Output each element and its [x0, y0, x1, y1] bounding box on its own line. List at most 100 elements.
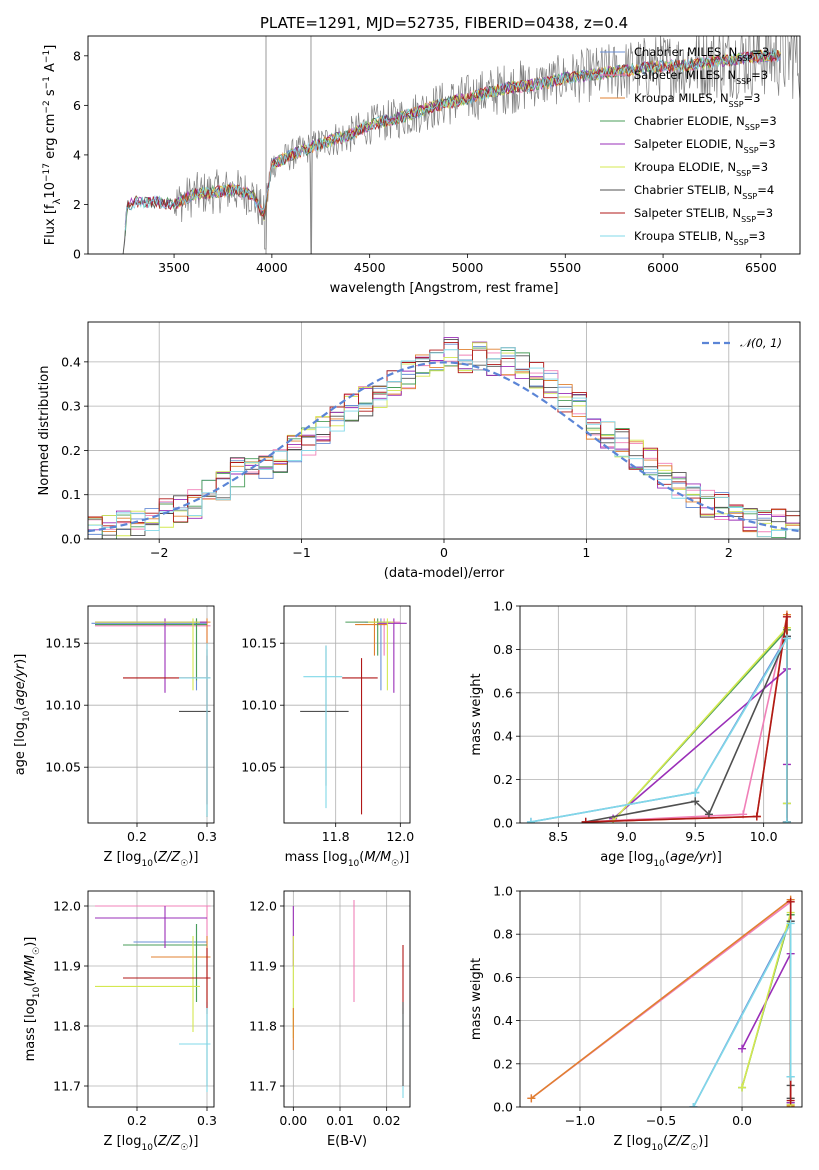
y-tick-label: 12.0	[53, 899, 81, 914]
kroupa_miles-marker	[527, 1094, 536, 1103]
mass_vs_Z-frame	[87, 890, 215, 1108]
y-tick-label: 2	[73, 197, 81, 212]
y-tick-label: 10.15	[45, 636, 81, 651]
x-tick-label: 4500	[354, 260, 386, 275]
y-label-part: Flux [f	[43, 204, 58, 245]
y-label-part: −17	[42, 163, 52, 182]
legend-tail: =3	[749, 229, 766, 243]
y-label-part: )]	[13, 654, 28, 664]
kroupa_elodie-marker	[738, 1083, 747, 1092]
y-label-part: (	[23, 982, 38, 987]
y-label-part: (	[13, 706, 28, 711]
chabrier_elodie-line	[741, 914, 792, 1103]
salpeter_stelib-legend-label: Salpeter STELIB, NSSP=3	[634, 206, 773, 224]
y-label-part: M/M	[23, 955, 38, 982]
salpeter_stelib-marker	[786, 897, 795, 906]
salpeter_elodie-line	[612, 667, 788, 820]
residual-legend: 𝒩(0, 1)	[702, 336, 782, 350]
legend-tail: =3	[760, 114, 777, 128]
y-tick-label: 11.8	[249, 1019, 277, 1034]
x-label-part: )]	[698, 1134, 708, 1149]
y-tick-label: 0.0	[493, 1100, 513, 1115]
y-tick-label: 0.4	[61, 354, 81, 369]
x-tick-label: −1	[292, 545, 310, 560]
y-tick-label: 0.8	[493, 927, 513, 942]
x-label-part: )]	[399, 850, 409, 865]
y-tick-label: 11.7	[249, 1079, 277, 1094]
mass_vs_ebv-x-label: E(B-V)	[327, 1134, 367, 1149]
x-label-part: Z/Z	[157, 850, 181, 865]
salpeter_stelib-marker	[782, 612, 791, 621]
kroupa_stelib-marker	[786, 1072, 795, 1081]
gaussian-legend-label: 𝒩(0, 1)	[740, 336, 782, 350]
mass_vs_ebv-points	[292, 900, 404, 1098]
legend-text: Kroupa STELIB, N	[634, 229, 734, 243]
x-tick-label: 9.5	[685, 829, 705, 844]
residual-histograms	[88, 337, 800, 539]
massweight_vs_Z-y-label: mass weight	[469, 958, 484, 1040]
legend-tail: =3	[752, 45, 769, 59]
x-tick-label: 1	[582, 545, 590, 560]
legend-text: Salpeter STELIB, N	[634, 206, 741, 220]
mass_vs_Z-x-label: Z [log10(Z/Z☉)]	[104, 1134, 199, 1153]
massweight_vs_age-x-label: age [log10(age/yr)]	[600, 850, 722, 869]
legend-subscript: SSP	[745, 123, 760, 132]
kroupa_elodie-legend-label: Kroupa ELODIE, NSSP=3	[634, 160, 768, 178]
kroupa_stelib-marker	[526, 817, 535, 823]
y-tick-label: 10.05	[241, 760, 277, 775]
y-label-part: 10	[22, 710, 32, 722]
legend-text: Salpeter ELODIE, N	[634, 137, 744, 151]
y-tick-label: 0.0	[493, 816, 513, 831]
salpeter_miles-line	[585, 616, 788, 823]
x-label-part: 10	[651, 1143, 663, 1153]
y-tick-label: 12.0	[249, 899, 277, 914]
mass_vs_Z-axes: 0.2 0.3 11.7 11.8 11.9 12.0	[53, 891, 217, 1128]
age_vs_mass-points	[300, 618, 407, 815]
y-tick-label: 11.9	[249, 959, 277, 974]
kroupa_stelib-legend-label: Kroupa STELIB, NSSP=3	[634, 229, 765, 247]
salpeter_stelib-marker	[581, 817, 590, 823]
y-label-part: mass [log	[23, 998, 38, 1061]
x-tick-label: −1.0	[565, 1113, 595, 1128]
figure-title: PLATE=1291, MJD=52735, FIBERID=0438, z=0…	[260, 14, 628, 32]
legend-tail: =3	[751, 160, 768, 174]
gaussian-curve	[88, 361, 800, 533]
kroupa_stelib-line	[530, 635, 788, 823]
x-label-part: Z [log	[104, 850, 142, 865]
x-tick-label: 4000	[256, 260, 288, 275]
chabrier_elodie-legend-label: Chabrier ELODIE, NSSP=3	[634, 114, 777, 132]
x-label-part: (	[153, 1134, 158, 1149]
x-label-part: ☉	[180, 859, 188, 869]
legend-text: Chabrier STELIB, N	[634, 183, 742, 197]
x-tick-label: −2	[150, 545, 168, 560]
legend-tail: =3	[756, 206, 773, 220]
massweight_vs_Z-axes: −1.0 −0.5 0.0 0.0 0.2 0.4 0.6 0.8 1.0	[493, 884, 802, 1128]
legend-tail: =4	[757, 183, 774, 197]
massweight_vs_age-axes: 8.5 9.0 9.5 10.0 0.0 0.2 0.4 0.6 0.8 1.0	[493, 599, 802, 844]
chabrier_miles-legend-label: Chabrier MILES, NSSP=3	[634, 45, 769, 63]
kroupa_stelib-model-line	[124, 48, 780, 231]
y-label-part: −1	[42, 50, 52, 63]
residuals-y-label: Normed distribution	[37, 366, 52, 496]
y-tick-label: 8	[73, 48, 81, 63]
y-label-part: ☉	[32, 947, 42, 955]
x-label-part: 10	[653, 859, 665, 869]
legend-subscript: SSP	[729, 100, 744, 109]
y-tick-label: 10.05	[45, 760, 81, 775]
kroupa_miles-line	[585, 614, 788, 823]
y-label-part: age/yr	[13, 662, 28, 705]
x-tick-label: 0.2	[127, 829, 147, 844]
x-label-part: Z/Z	[667, 1134, 691, 1149]
x-tick-label: 6000	[647, 260, 679, 275]
y-tick-label: 0.8	[493, 642, 513, 657]
x-label-part: ☉	[690, 1143, 698, 1153]
y-label-part: erg cm	[43, 114, 58, 163]
x-tick-label: 0.02	[373, 1113, 401, 1128]
mass_vs_ebv-frame	[283, 890, 411, 1108]
massweight_vs_Z-x-label: Z [log10(Z/Z☉)]	[614, 1134, 709, 1153]
chabrier_stelib-marker	[691, 797, 700, 806]
age_vs_Z-axes: 0.2 0.3 10.05 10.10 10.15	[45, 606, 217, 844]
mass_vs_ebv-axes: 0.00 0.01 0.02 11.7 11.8 11.9 12.0	[249, 891, 410, 1128]
age_vs_Z-x-label: Z [log10(Z/Z☉)]	[104, 850, 199, 869]
